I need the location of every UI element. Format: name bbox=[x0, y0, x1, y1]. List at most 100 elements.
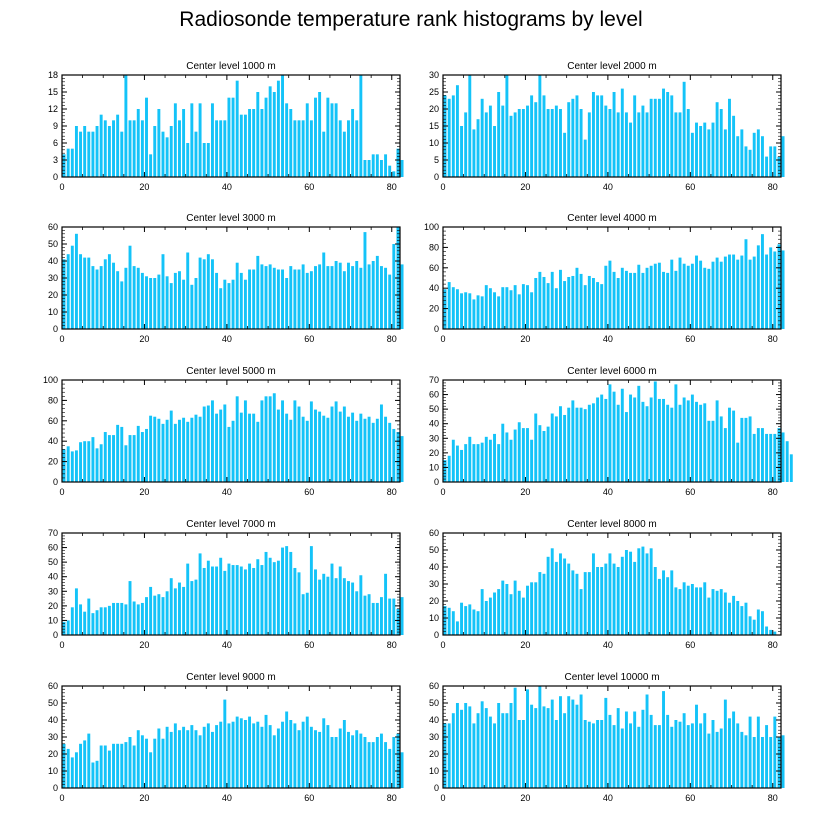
histogram-bar bbox=[293, 723, 297, 788]
histogram-bar bbox=[186, 252, 190, 329]
histogram-bar bbox=[604, 398, 608, 482]
histogram-bar bbox=[670, 726, 674, 788]
histogram-bar bbox=[272, 393, 276, 482]
histogram-bar bbox=[567, 407, 571, 482]
histogram-bar bbox=[559, 269, 562, 329]
histogram-bar bbox=[268, 557, 272, 635]
histogram-bar bbox=[136, 425, 140, 482]
histogram-bar bbox=[591, 92, 595, 177]
histogram-bar bbox=[447, 98, 451, 177]
histogram-bar bbox=[62, 154, 66, 177]
histogram-bar bbox=[153, 595, 157, 635]
y-tick-label: 40 bbox=[429, 419, 439, 429]
histogram-bar bbox=[703, 267, 707, 329]
histogram-bar bbox=[633, 95, 637, 177]
histogram-bar bbox=[289, 551, 293, 635]
histogram-bar bbox=[760, 611, 764, 635]
histogram-bar bbox=[773, 251, 777, 329]
histogram-bar bbox=[608, 109, 612, 177]
histogram-bar bbox=[476, 295, 480, 329]
histogram-bar bbox=[79, 743, 83, 788]
histogram-bar bbox=[447, 607, 451, 635]
histogram-bar bbox=[388, 598, 392, 635]
x-tick-label: 80 bbox=[387, 640, 397, 650]
histogram-bar bbox=[70, 245, 74, 329]
histogram-bar bbox=[501, 423, 505, 482]
histogram-bar bbox=[719, 728, 723, 788]
histogram-bar bbox=[460, 449, 464, 482]
histogram-bar bbox=[128, 737, 132, 788]
y-tick-label: 30 bbox=[429, 433, 439, 443]
histogram-bar bbox=[297, 406, 301, 482]
histogram-bar bbox=[62, 259, 66, 329]
histogram-bar bbox=[301, 120, 305, 177]
histogram-bar bbox=[616, 404, 620, 482]
histogram-bar bbox=[736, 442, 740, 482]
histogram-bar bbox=[612, 563, 616, 635]
histogram-bar bbox=[239, 718, 243, 788]
histogram-bar bbox=[260, 726, 264, 788]
histogram-bar bbox=[715, 400, 719, 482]
histogram-bar bbox=[513, 285, 517, 329]
histogram-bar bbox=[128, 120, 132, 177]
histogram-bar bbox=[637, 548, 641, 635]
histogram-bar bbox=[484, 285, 488, 329]
histogram-bar bbox=[161, 423, 165, 482]
histogram-bar bbox=[124, 445, 128, 482]
histogram-bar bbox=[248, 109, 252, 177]
histogram-bar bbox=[276, 728, 280, 788]
histogram-bar bbox=[682, 582, 686, 635]
histogram-bar bbox=[256, 255, 260, 329]
histogram-bar bbox=[70, 607, 74, 635]
histogram-bar bbox=[165, 419, 169, 482]
histogram-bar bbox=[243, 279, 247, 329]
histogram-bar bbox=[728, 718, 731, 788]
histogram-bar bbox=[206, 560, 210, 635]
histogram-bar bbox=[260, 565, 264, 635]
histogram-bar bbox=[773, 146, 777, 177]
histogram-bar bbox=[686, 265, 690, 329]
histogram-bar bbox=[608, 260, 612, 329]
histogram-bar bbox=[546, 556, 550, 635]
histogram-bar bbox=[707, 129, 711, 177]
histogram-bar bbox=[136, 730, 140, 788]
histogram-bar bbox=[202, 406, 206, 482]
histogram-bar bbox=[563, 281, 567, 329]
panel-title: Center level 10000 m bbox=[564, 672, 659, 683]
histogram-bar bbox=[521, 109, 525, 177]
histogram-bar bbox=[703, 582, 707, 635]
histogram-bar bbox=[182, 417, 186, 482]
histogram-bar bbox=[375, 154, 379, 177]
histogram-bar bbox=[546, 109, 550, 177]
y-tick-label: 20 bbox=[48, 457, 58, 467]
histogram-bar bbox=[235, 716, 239, 788]
histogram-bar bbox=[571, 570, 575, 635]
histogram-bar bbox=[190, 284, 194, 329]
histogram-bar bbox=[662, 88, 665, 177]
histogram-bar bbox=[596, 720, 600, 788]
histogram-bar bbox=[550, 413, 554, 482]
histogram-bar bbox=[509, 439, 513, 482]
histogram-bar bbox=[472, 299, 476, 329]
histogram-bar bbox=[66, 620, 70, 635]
histogram-bar bbox=[554, 416, 558, 482]
histogram-bar bbox=[732, 711, 736, 788]
histogram-bar bbox=[202, 259, 206, 329]
y-tick-label: 30 bbox=[429, 732, 439, 742]
histogram-bar bbox=[256, 721, 260, 788]
histogram-bar bbox=[227, 283, 231, 329]
histogram-bar bbox=[99, 607, 103, 635]
histogram-bar bbox=[190, 103, 194, 177]
histogram-bar bbox=[371, 742, 375, 788]
histogram-bar bbox=[633, 561, 637, 635]
histogram-bar bbox=[359, 75, 363, 177]
histogram-bar bbox=[388, 165, 392, 177]
histogram-bar bbox=[215, 725, 219, 788]
x-tick-label: 0 bbox=[440, 334, 445, 344]
histogram-bar bbox=[728, 254, 731, 329]
histogram-bar bbox=[342, 720, 346, 788]
histogram-chart: Center level 5000 m 0 20 40 60 80 0 20 40 60 80 100 bbox=[43, 366, 404, 497]
histogram-bar bbox=[309, 401, 313, 482]
y-tick-label: 9 bbox=[53, 121, 58, 131]
histogram-bar bbox=[264, 97, 268, 177]
